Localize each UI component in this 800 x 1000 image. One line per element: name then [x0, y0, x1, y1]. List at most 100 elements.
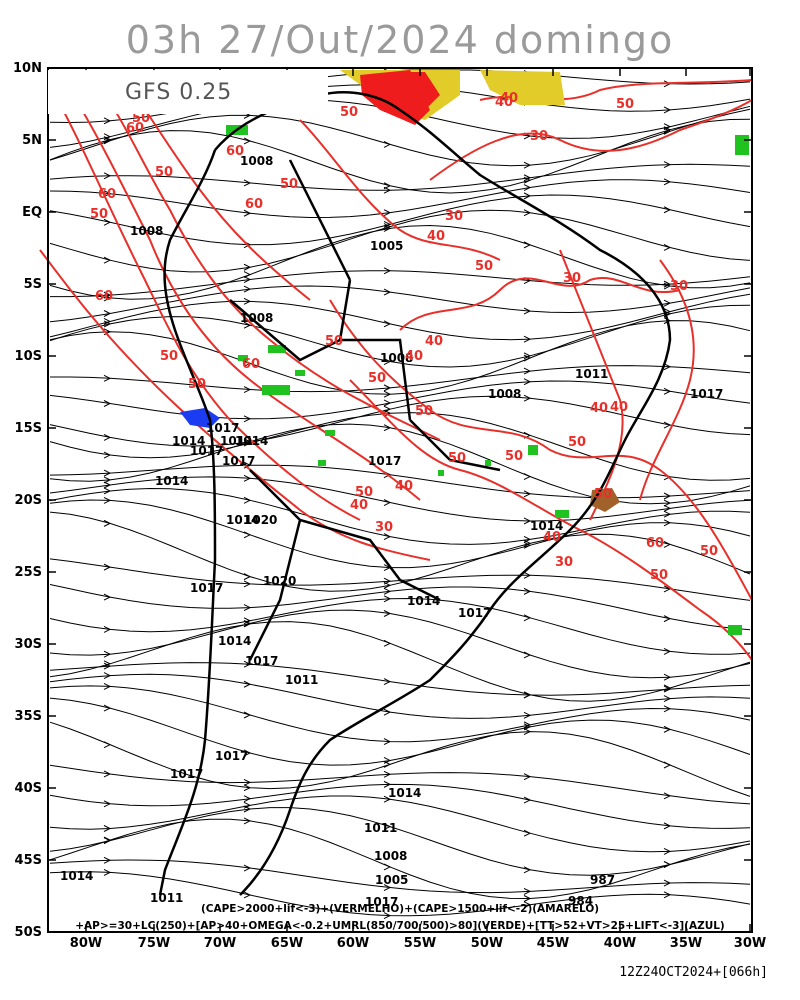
streamline-arrow [383, 424, 392, 432]
streamline [49, 685, 751, 743]
streamline-arrow [243, 660, 252, 668]
streamline [49, 871, 751, 917]
streamline-arrow [103, 856, 112, 864]
thickness-label: 60 [646, 536, 664, 551]
streamline [49, 395, 751, 447]
lon-label: 40W [603, 936, 637, 951]
isobar-label: 1011 [364, 821, 397, 835]
map-title: 03h 27/Out/2024 domingo [125, 18, 675, 62]
streamline [49, 597, 751, 655]
isobar-label: 1017 [215, 749, 248, 763]
thickness-label: 50 [355, 485, 373, 500]
lon-label: 80W [69, 936, 103, 951]
streamline-arrow [243, 263, 252, 271]
streamline-arrow [663, 685, 672, 693]
streamline-arrow [663, 421, 672, 429]
streamline-arrow [663, 244, 672, 251]
streamline [49, 673, 751, 719]
streamline-arrow [523, 541, 532, 549]
streamline-arrow [383, 209, 392, 217]
streamline-arrow [103, 487, 112, 495]
streamline-arrow [243, 617, 252, 625]
streamline-arrow [383, 780, 392, 788]
streamline-arrow [383, 320, 392, 328]
streamline-arrow [383, 140, 392, 148]
streamline-arrow [663, 178, 672, 186]
streamline-arrow [243, 439, 252, 447]
streamline-arrow [243, 864, 252, 872]
streamline-arrow [383, 224, 392, 232]
streamline-arrow [663, 363, 672, 371]
streamline-arrow [523, 651, 532, 659]
streamline-arrow [103, 294, 112, 302]
streamline-arrow [103, 310, 112, 317]
streamline-arrow [243, 285, 252, 293]
streamline-arrow [243, 795, 252, 803]
streamline [49, 209, 751, 273]
thickness-label: 50 [340, 105, 358, 120]
streamline-arrow [523, 773, 532, 781]
streamline-arrow [663, 891, 672, 899]
streamline-arrow [523, 184, 532, 191]
streamline-arrow [103, 704, 112, 712]
streamline [49, 499, 751, 569]
streamline-arrow [523, 490, 532, 498]
streamline-arrow [663, 299, 672, 307]
streamline-arrow [523, 192, 532, 200]
streamline-arrow [663, 673, 672, 681]
streamline [49, 293, 751, 341]
thickness-label: 40 [395, 479, 413, 494]
streamline [49, 697, 751, 766]
streamline-arrow [663, 510, 672, 518]
streamline-arrow [243, 817, 252, 825]
streamline-arrow [103, 374, 112, 382]
isobar-label: 1017 [690, 387, 723, 401]
streamline-arrow [383, 708, 392, 716]
streamline-arrow [383, 587, 392, 595]
streamline-arrow [523, 587, 532, 595]
thickness-label: 40 [350, 498, 368, 513]
thickness-label: 40 [500, 91, 518, 106]
thickness-label: 40 [495, 95, 513, 110]
streamline-arrow [523, 378, 532, 386]
streamline-arrow [243, 749, 252, 757]
model-box [48, 70, 328, 114]
streamline-arrow [103, 172, 112, 180]
legend-line-1: (CAPE>2000+lif<-3)+(VERMELHO)+(CAPE>1500… [200, 903, 600, 915]
thickness-label: 40 [543, 530, 561, 545]
thickness-label: 50 [90, 207, 108, 222]
isobar-label: 1017 [245, 654, 278, 668]
streamline-arrow [103, 218, 112, 226]
thickness-label: 50 [505, 449, 523, 464]
streamline-arrow [103, 593, 112, 601]
streamline-arrow [243, 137, 252, 145]
streamline [49, 511, 751, 592]
streamline-arrow [243, 531, 252, 539]
streamline-arrow [103, 136, 112, 144]
streamline-arrow [103, 869, 112, 876]
streamline-arrow [663, 879, 672, 887]
lat-label: 40S [14, 781, 42, 796]
thickness-label: 50 [160, 349, 178, 364]
streamline-arrow [103, 433, 112, 441]
isobar-label: 1017 [206, 421, 239, 435]
thickness-label: 50 [415, 404, 433, 419]
streamline-arrow [663, 504, 672, 512]
streamline-arrow [383, 186, 392, 194]
streamline-arrow [103, 825, 112, 832]
streamline-arrow [103, 476, 112, 484]
streamline-arrow [663, 492, 672, 500]
isobar-label: 1008 [374, 849, 407, 863]
streamline-arrow [523, 614, 532, 622]
streamline-arrow [243, 321, 252, 329]
streamline-arrow [523, 367, 532, 375]
isobar-label: 984 [568, 894, 593, 908]
streamline-arrow [383, 738, 392, 746]
isobar-label: 1017 [190, 444, 223, 458]
thickness-label: 60 [95, 289, 113, 304]
isobar-label: 1017 [365, 895, 398, 909]
streamline-arrow [103, 563, 112, 571]
streamline-arrow [383, 823, 392, 831]
thickness-label: 30 [445, 209, 463, 224]
streamline-arrow [663, 705, 672, 713]
